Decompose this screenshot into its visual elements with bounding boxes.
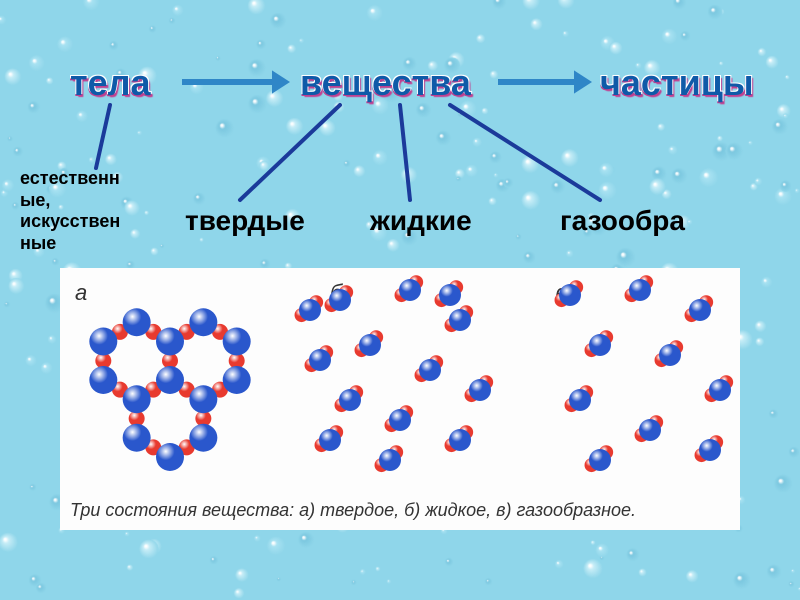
header-bodies: тела xyxy=(70,62,151,104)
label-liquid: жидкие xyxy=(370,205,472,237)
figure-panel xyxy=(60,268,740,530)
header-substances: вещества xyxy=(300,62,471,104)
label-solid: твердые xyxy=(185,205,305,237)
label-gaseous: газообра xyxy=(560,205,685,237)
panel-label-a: а xyxy=(75,280,87,306)
header-particles: частицы xyxy=(600,62,754,104)
panel-label-b: б xyxy=(330,280,342,306)
figure-caption: Три состояния вещества: а) твердое, б) ж… xyxy=(70,500,636,521)
panel-label-c: в xyxy=(555,280,566,306)
label-natural-artificial: естественн ые, искусствен ные xyxy=(20,168,120,254)
stage: тела вещества частицы естественн ые, иск… xyxy=(0,0,800,600)
